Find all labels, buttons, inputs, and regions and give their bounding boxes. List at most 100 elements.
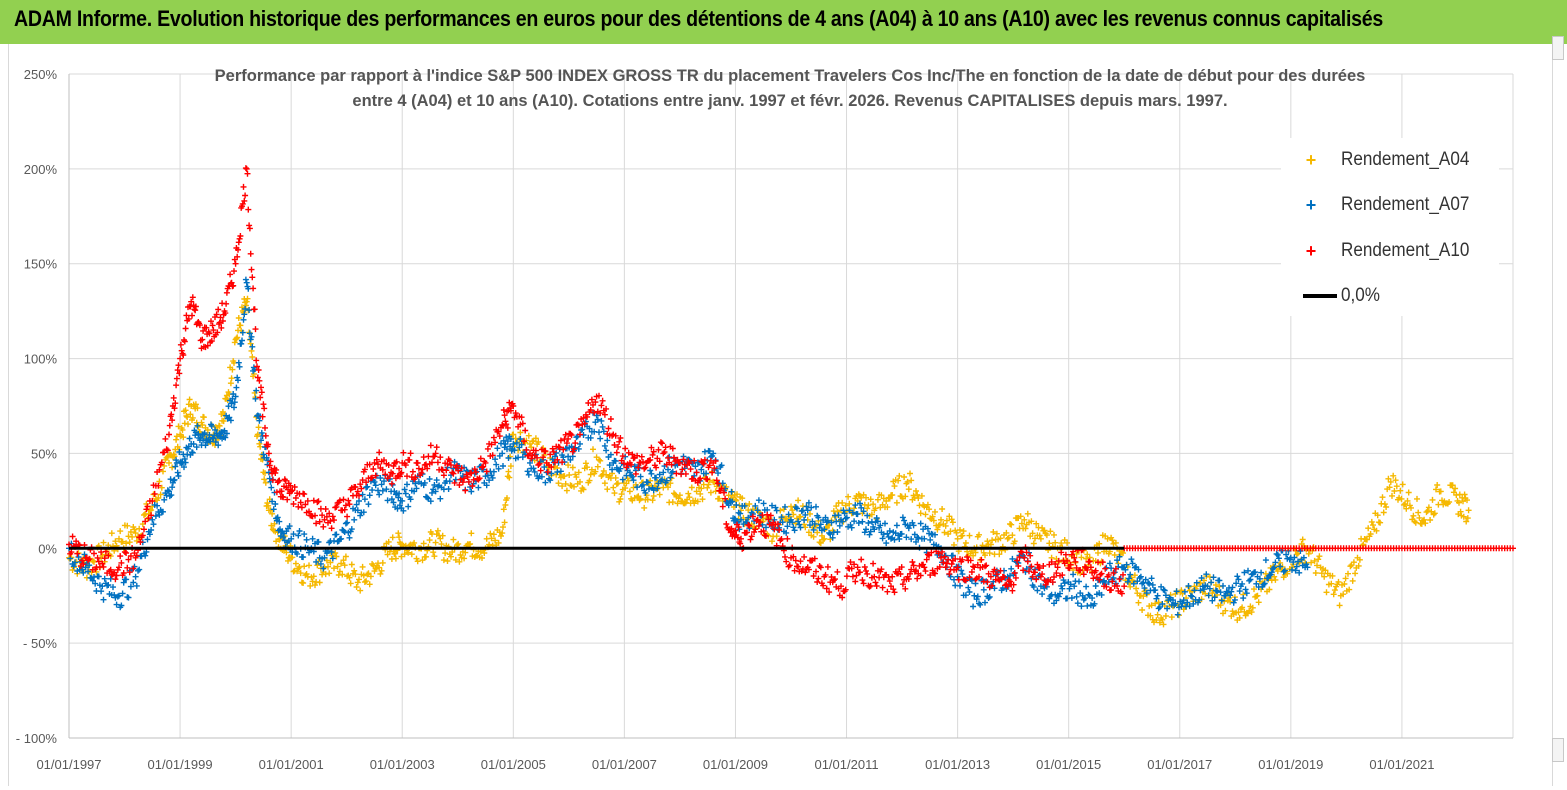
point-Rendement_A07 <box>834 529 841 535</box>
point-Rendement_A10 <box>171 405 178 412</box>
point-Rendement_A07 <box>242 276 249 283</box>
point-Rendement_A04 <box>450 536 457 543</box>
point-Rendement_A04 <box>1429 496 1436 503</box>
point-Rendement_A04 <box>354 579 361 586</box>
point-Rendement_A07 <box>260 451 267 458</box>
point-Rendement_A07 <box>813 503 819 510</box>
point-Rendement_A10 <box>978 556 985 563</box>
point-Rendement_A10 <box>74 550 81 557</box>
x-tick-label: 01/01/2009 <box>703 757 768 772</box>
point-Rendement_A07 <box>609 466 616 473</box>
point-Rendement_A07 <box>79 566 86 573</box>
point-Rendement_A10 <box>382 471 389 478</box>
point-Rendement_A07 <box>504 446 510 453</box>
point-Rendement_A07 <box>824 517 831 524</box>
point-Rendement_A07 <box>248 333 255 340</box>
point-Rendement_A04 <box>326 570 333 577</box>
point-Rendement_A10 <box>1028 563 1035 570</box>
point-Rendement_A04 <box>457 552 464 558</box>
point-Rendement_A10 <box>872 579 879 586</box>
point-Rendement_A10 <box>966 574 973 581</box>
point-Rendement_A10 <box>448 462 454 469</box>
point-Rendement_A07 <box>857 500 863 507</box>
point-Rendement_A04 <box>926 506 933 513</box>
point-Rendement_A07 <box>859 518 866 525</box>
point-Rendement_A07 <box>290 531 297 538</box>
point-Rendement_A07 <box>181 455 188 462</box>
point-Rendement_A04 <box>498 533 504 539</box>
point-Rendement_A10 <box>164 447 171 454</box>
point-Rendement_A10 <box>801 553 808 560</box>
point-Rendement_A04 <box>204 427 211 433</box>
point-Rendement_A07 <box>924 525 931 532</box>
point-Rendement_A07 <box>1071 583 1078 590</box>
point-Rendement_A10 <box>782 553 788 560</box>
scroll-handle-top[interactable] <box>1552 36 1564 60</box>
point-Rendement_A10 <box>137 539 144 545</box>
point-Rendement_A04 <box>984 538 991 545</box>
data-points <box>66 165 1516 628</box>
point-Rendement_A07 <box>1127 571 1134 578</box>
point-Rendement_A10 <box>69 533 76 540</box>
point-Rendement_A04 <box>1322 567 1329 574</box>
point-Rendement_A10 <box>1015 563 1022 569</box>
point-Rendement_A04 <box>495 539 502 546</box>
point-Rendement_A07 <box>421 479 428 486</box>
point-Rendement_A10 <box>80 561 87 568</box>
point-Rendement_A04 <box>227 380 234 387</box>
point-Rendement_A10 <box>483 468 490 475</box>
point-Rendement_A07 <box>132 573 139 580</box>
point-Rendement_A04 <box>1427 517 1434 523</box>
point-Rendement_A07 <box>243 279 250 286</box>
point-Rendement_A04 <box>789 507 796 514</box>
point-Rendement_A10 <box>258 389 265 396</box>
point-Rendement_A04 <box>656 491 663 498</box>
point-Rendement_A10 <box>1021 554 1028 561</box>
point-Rendement_A07 <box>772 504 779 511</box>
point-Rendement_A07 <box>172 463 179 470</box>
point-Rendement_A07 <box>150 521 157 528</box>
point-Rendement_A10 <box>1103 583 1110 590</box>
point-Rendement_A10 <box>301 491 308 498</box>
point-Rendement_A07 <box>552 453 558 460</box>
point-Rendement_A10 <box>945 556 952 563</box>
point-Rendement_A04 <box>1316 553 1323 560</box>
point-Rendement_A07 <box>1160 586 1167 593</box>
point-Rendement_A07 <box>811 520 818 527</box>
scroll-handle-bottom[interactable] <box>1552 738 1564 762</box>
point-Rendement_A07 <box>223 430 230 437</box>
point-Rendement_A07 <box>843 514 850 521</box>
point-Rendement_A07 <box>598 417 605 424</box>
point-Rendement_A10 <box>1090 575 1097 582</box>
point-Rendement_A04 <box>395 530 402 537</box>
point-Rendement_A07 <box>848 524 855 531</box>
point-Rendement_A04 <box>1374 512 1381 519</box>
point-Rendement_A07 <box>212 426 218 433</box>
point-Rendement_A04 <box>1033 520 1040 527</box>
point-Rendement_A07 <box>882 520 888 527</box>
point-Rendement_A10 <box>488 441 495 448</box>
point-Rendement_A04 <box>1155 599 1162 606</box>
point-Rendement_A10 <box>298 504 305 511</box>
point-Rendement_A04 <box>1254 592 1261 599</box>
point-Rendement_A07 <box>123 576 130 583</box>
point-Rendement_A10 <box>231 268 237 275</box>
point-Rendement_A07 <box>390 499 397 506</box>
point-Rendement_A10 <box>363 479 370 486</box>
point-Rendement_A04 <box>1403 505 1410 512</box>
point-Rendement_A07 <box>1061 580 1068 587</box>
point-Rendement_A10 <box>828 574 835 580</box>
point-Rendement_A04 <box>361 579 368 585</box>
point-Rendement_A10 <box>940 559 947 566</box>
point-Rendement_A10 <box>706 462 713 469</box>
point-Rendement_A04 <box>1368 518 1375 525</box>
point-Rendement_A04 <box>117 528 124 535</box>
point-Rendement_A07 <box>1214 588 1221 594</box>
point-Rendement_A07 <box>782 503 788 510</box>
point-Rendement_A04 <box>805 529 812 536</box>
point-Rendement_A07 <box>547 477 554 484</box>
point-Rendement_A04 <box>346 574 353 581</box>
point-Rendement_A04 <box>681 500 688 507</box>
point-Rendement_A07 <box>1246 577 1253 584</box>
point-Rendement_A07 <box>888 535 894 542</box>
